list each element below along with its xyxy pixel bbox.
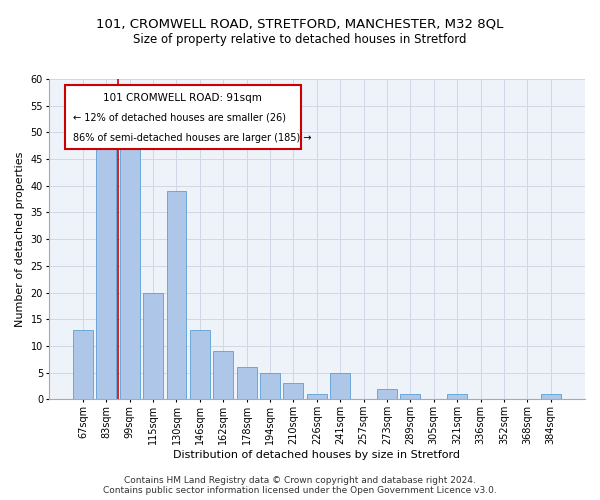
- Text: 101 CROMWELL ROAD: 91sqm: 101 CROMWELL ROAD: 91sqm: [103, 93, 262, 103]
- Bar: [167, 191, 187, 400]
- Bar: [307, 394, 327, 400]
- Y-axis label: Number of detached properties: Number of detached properties: [15, 152, 25, 327]
- FancyBboxPatch shape: [65, 86, 301, 150]
- Text: ← 12% of detached houses are smaller (26): ← 12% of detached houses are smaller (26…: [73, 112, 286, 122]
- Text: Size of property relative to detached houses in Stretford: Size of property relative to detached ho…: [133, 32, 467, 46]
- Bar: [260, 372, 280, 400]
- Bar: [190, 330, 210, 400]
- Bar: [330, 372, 350, 400]
- Text: Contains public sector information licensed under the Open Government Licence v3: Contains public sector information licen…: [103, 486, 497, 495]
- Text: 86% of semi-detached houses are larger (185) →: 86% of semi-detached houses are larger (…: [73, 133, 311, 143]
- Bar: [447, 394, 467, 400]
- Bar: [237, 368, 257, 400]
- Bar: [541, 394, 560, 400]
- X-axis label: Distribution of detached houses by size in Stretford: Distribution of detached houses by size …: [173, 450, 460, 460]
- Bar: [214, 352, 233, 400]
- Text: 101, CROMWELL ROAD, STRETFORD, MANCHESTER, M32 8QL: 101, CROMWELL ROAD, STRETFORD, MANCHESTE…: [97, 18, 503, 30]
- Bar: [143, 292, 163, 400]
- Text: Contains HM Land Registry data © Crown copyright and database right 2024.: Contains HM Land Registry data © Crown c…: [124, 476, 476, 485]
- Bar: [73, 330, 93, 400]
- Bar: [400, 394, 420, 400]
- Bar: [120, 132, 140, 400]
- Bar: [377, 388, 397, 400]
- Bar: [97, 148, 116, 400]
- Bar: [283, 384, 304, 400]
